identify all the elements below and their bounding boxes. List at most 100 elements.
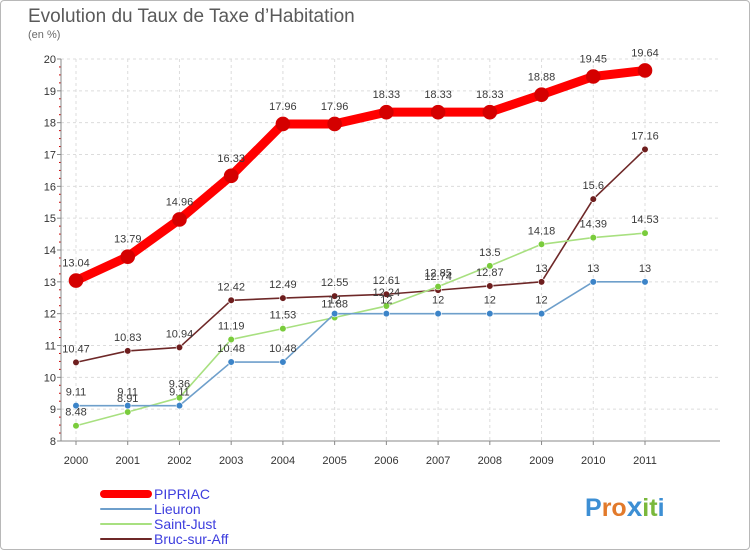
y-tick-label: 14 — [44, 245, 56, 257]
data-label: 18.88 — [528, 72, 556, 84]
x-tick-label: 2000 — [64, 455, 88, 467]
data-point — [227, 335, 235, 344]
data-label: 16.33 — [217, 153, 245, 165]
x-tick-label: 2007 — [426, 455, 450, 467]
data-label: 19.45 — [580, 54, 608, 66]
data-point — [641, 229, 649, 237]
x-tick-label: 2004 — [271, 455, 295, 467]
logo-letter: o — [611, 494, 627, 522]
y-tick-label: 8 — [50, 436, 56, 448]
legend-item-saint-just: Saint-Just — [100, 515, 228, 532]
data-label: 12.61 — [373, 275, 401, 287]
data-label: 9.36 — [169, 379, 190, 391]
series-line-pipriac — [71, 65, 650, 286]
x-tick-label: 2005 — [322, 455, 346, 467]
data-point — [175, 402, 184, 410]
data-label: 18.33 — [424, 89, 452, 101]
data-label: 11.88 — [321, 298, 348, 310]
chart-title: Evolution du Taux de Taxe d’Habitation — [28, 6, 355, 27]
data-label: 13 — [535, 263, 547, 275]
data-label: 17.96 — [321, 101, 349, 113]
data-label: 18.33 — [373, 89, 401, 101]
logo-letter: i — [657, 494, 665, 522]
data-point — [641, 278, 649, 286]
data-label: 12.49 — [269, 279, 297, 291]
data-point — [486, 262, 494, 270]
proxiti-logo: Proxiti — [585, 491, 665, 523]
legend-swatch — [100, 507, 152, 510]
series-line-lieuron — [75, 281, 646, 407]
data-point — [641, 145, 649, 154]
data-label: 14.53 — [631, 214, 659, 226]
data-point — [434, 283, 442, 291]
data-label: 12.74 — [424, 271, 452, 283]
data-label: 8.48 — [65, 407, 86, 419]
data-point — [430, 104, 446, 120]
x-tick-label: 2006 — [374, 455, 398, 467]
data-point — [175, 343, 184, 352]
y-tick-label: 19 — [44, 86, 56, 98]
legend-label: Bruc-sur-Aff — [154, 530, 229, 547]
logo-letter: t — [649, 494, 658, 522]
series-line-saint-just — [75, 232, 646, 427]
data-label: 17.16 — [631, 130, 659, 142]
data-point — [434, 310, 442, 318]
data-label: 14.18 — [528, 225, 556, 237]
data-point — [589, 195, 597, 203]
data-label: 13 — [587, 263, 599, 275]
data-point — [482, 104, 498, 120]
logo-letter: r — [601, 494, 612, 522]
data-label: 12 — [329, 295, 341, 307]
data-point — [172, 212, 187, 227]
y-tick-label: 12 — [44, 309, 56, 321]
y-tick-label: 17 — [44, 150, 56, 162]
y-tick-label: 9 — [50, 404, 56, 416]
data-point — [72, 422, 80, 430]
x-tick-label: 2008 — [478, 455, 502, 467]
data-point — [534, 87, 549, 102]
chart-subtitle: (en %) — [28, 29, 61, 41]
data-point — [327, 116, 342, 132]
data-point — [279, 325, 287, 333]
data-label: 17.96 — [269, 101, 297, 113]
y-tick-label: 13 — [44, 277, 56, 289]
legend-label: Saint-Just — [154, 515, 217, 532]
data-label: 9.11 — [66, 387, 87, 399]
data-point — [486, 282, 494, 290]
data-label: 8.91 — [117, 393, 138, 405]
data-label: 13.79 — [114, 234, 142, 246]
x-tick-label: 2001 — [115, 455, 139, 467]
x-tick-label: 2009 — [529, 455, 553, 467]
legend-swatch — [100, 489, 152, 498]
data-label: 10.47 — [62, 343, 90, 355]
legend-item-pipriac: PIPRIAC — [100, 486, 228, 502]
axes: 8 9 10 11 12 13 14 15 16 17 18 19 20 2000 2001 2002 2003… — [44, 54, 720, 467]
data-point — [279, 358, 287, 366]
data-point — [279, 294, 287, 302]
data-point — [227, 296, 235, 304]
data-label: 13.5 — [479, 247, 500, 259]
data-point — [382, 302, 390, 310]
data-point — [72, 402, 80, 410]
data-label: 9.11 — [169, 387, 190, 399]
logo-letter: x — [626, 491, 643, 522]
data-point — [175, 394, 184, 402]
data-label: 18.33 — [476, 89, 504, 101]
data-point — [382, 310, 390, 318]
data-label: 14.39 — [580, 219, 608, 231]
data-label: 13.04 — [62, 258, 90, 270]
data-label: 12 — [380, 295, 392, 307]
data-label: 12.85 — [424, 268, 452, 280]
data-label: 13 — [639, 263, 651, 275]
data-point — [537, 240, 546, 248]
data-point — [637, 63, 653, 78]
data-label: 10.83 — [114, 332, 142, 344]
data-point — [124, 347, 132, 355]
x-tick-label: 2010 — [581, 455, 605, 467]
y-tick-label: 18 — [44, 118, 56, 130]
data-label: 12.42 — [217, 281, 245, 293]
legend-item-lieuron: Lieuron — [100, 501, 228, 517]
x-tick-label: 2003 — [219, 455, 243, 467]
legend-item-bruc-sur-aff: Bruc-sur-Aff — [100, 530, 229, 547]
